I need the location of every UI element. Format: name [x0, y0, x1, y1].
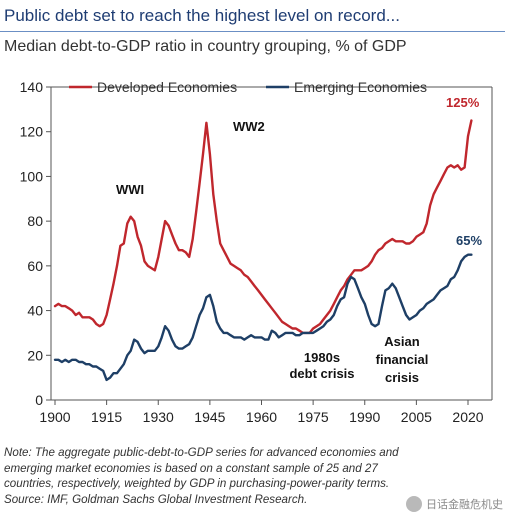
- annotation-wwi: WWI: [116, 182, 144, 197]
- end-label-developed: 125%: [446, 95, 480, 110]
- x-tick-label: 1915: [91, 409, 122, 425]
- annotation-1980s-line1: 1980s: [304, 350, 340, 365]
- y-tick-label: 120: [20, 124, 44, 140]
- x-tick-label: 2020: [452, 409, 483, 425]
- title-divider: [0, 31, 505, 32]
- note-line-2: emerging market economies is based on a …: [4, 461, 378, 475]
- annotation-ww2: WW2: [233, 119, 265, 134]
- y-tick-label: 0: [35, 392, 43, 408]
- watermark: 日话金融危机史: [406, 496, 503, 512]
- x-tick-label: 1930: [143, 409, 174, 425]
- x-axis-ticks: 1900 1915 1930 1945 1960 1975 1990 2005 2020: [39, 400, 484, 425]
- annotation-asian-line3: crisis: [385, 370, 419, 385]
- annotations: WWI WW2 1980s debt crisis Asian financia…: [116, 119, 428, 385]
- end-label-emerging: 65%: [456, 233, 482, 248]
- watermark-text: 日话金融危机史: [426, 498, 503, 511]
- y-tick-label: 140: [20, 79, 44, 95]
- y-tick-label: 80: [27, 213, 43, 229]
- x-tick-label: 1945: [194, 409, 225, 425]
- annotation-asian-line1: Asian: [384, 334, 419, 349]
- x-tick-label: 1990: [349, 409, 380, 425]
- series-line-developed: [53, 119, 473, 335]
- legend-label-emerging: Emerging Economies: [294, 79, 427, 95]
- y-tick-label: 60: [27, 258, 43, 274]
- x-tick-label: 2005: [401, 409, 432, 425]
- end-labels: 125% 65%: [446, 95, 482, 248]
- y-tick-label: 40: [27, 303, 43, 319]
- note-line-4: Source: IMF, Goldman Sachs Global Invest…: [4, 492, 308, 506]
- source-note: Note: The aggregate public-debt-to-GDP s…: [4, 445, 504, 507]
- x-tick-label: 1900: [39, 409, 70, 425]
- chart-title: Public debt set to reach the highest lev…: [4, 6, 400, 25]
- y-tick-label: 100: [20, 168, 44, 184]
- series-layer: [53, 119, 473, 382]
- x-tick-label: 1975: [298, 409, 329, 425]
- y-tick-label: 20: [27, 347, 43, 363]
- y-axis-ticks: 0 20 40 60 80 100 120 140: [20, 79, 51, 408]
- watermark-logo-icon: [406, 496, 422, 512]
- note-line-1: Note: The aggregate public-debt-to-GDP s…: [4, 446, 399, 459]
- legend-label-developed: Developed Economies: [97, 79, 237, 95]
- annotation-1980s-line2: debt crisis: [289, 366, 354, 381]
- note-line-3: countries, respectively, weighted by GDP…: [4, 477, 390, 490]
- series-line-emerging: [53, 253, 473, 382]
- legend: Developed Economies Emerging Economies: [69, 79, 427, 95]
- annotation-asian-line2: financial: [376, 352, 429, 367]
- chart-subtitle: Median debt-to-GDP ratio in country grou…: [4, 38, 407, 55]
- x-tick-label: 1960: [246, 409, 277, 425]
